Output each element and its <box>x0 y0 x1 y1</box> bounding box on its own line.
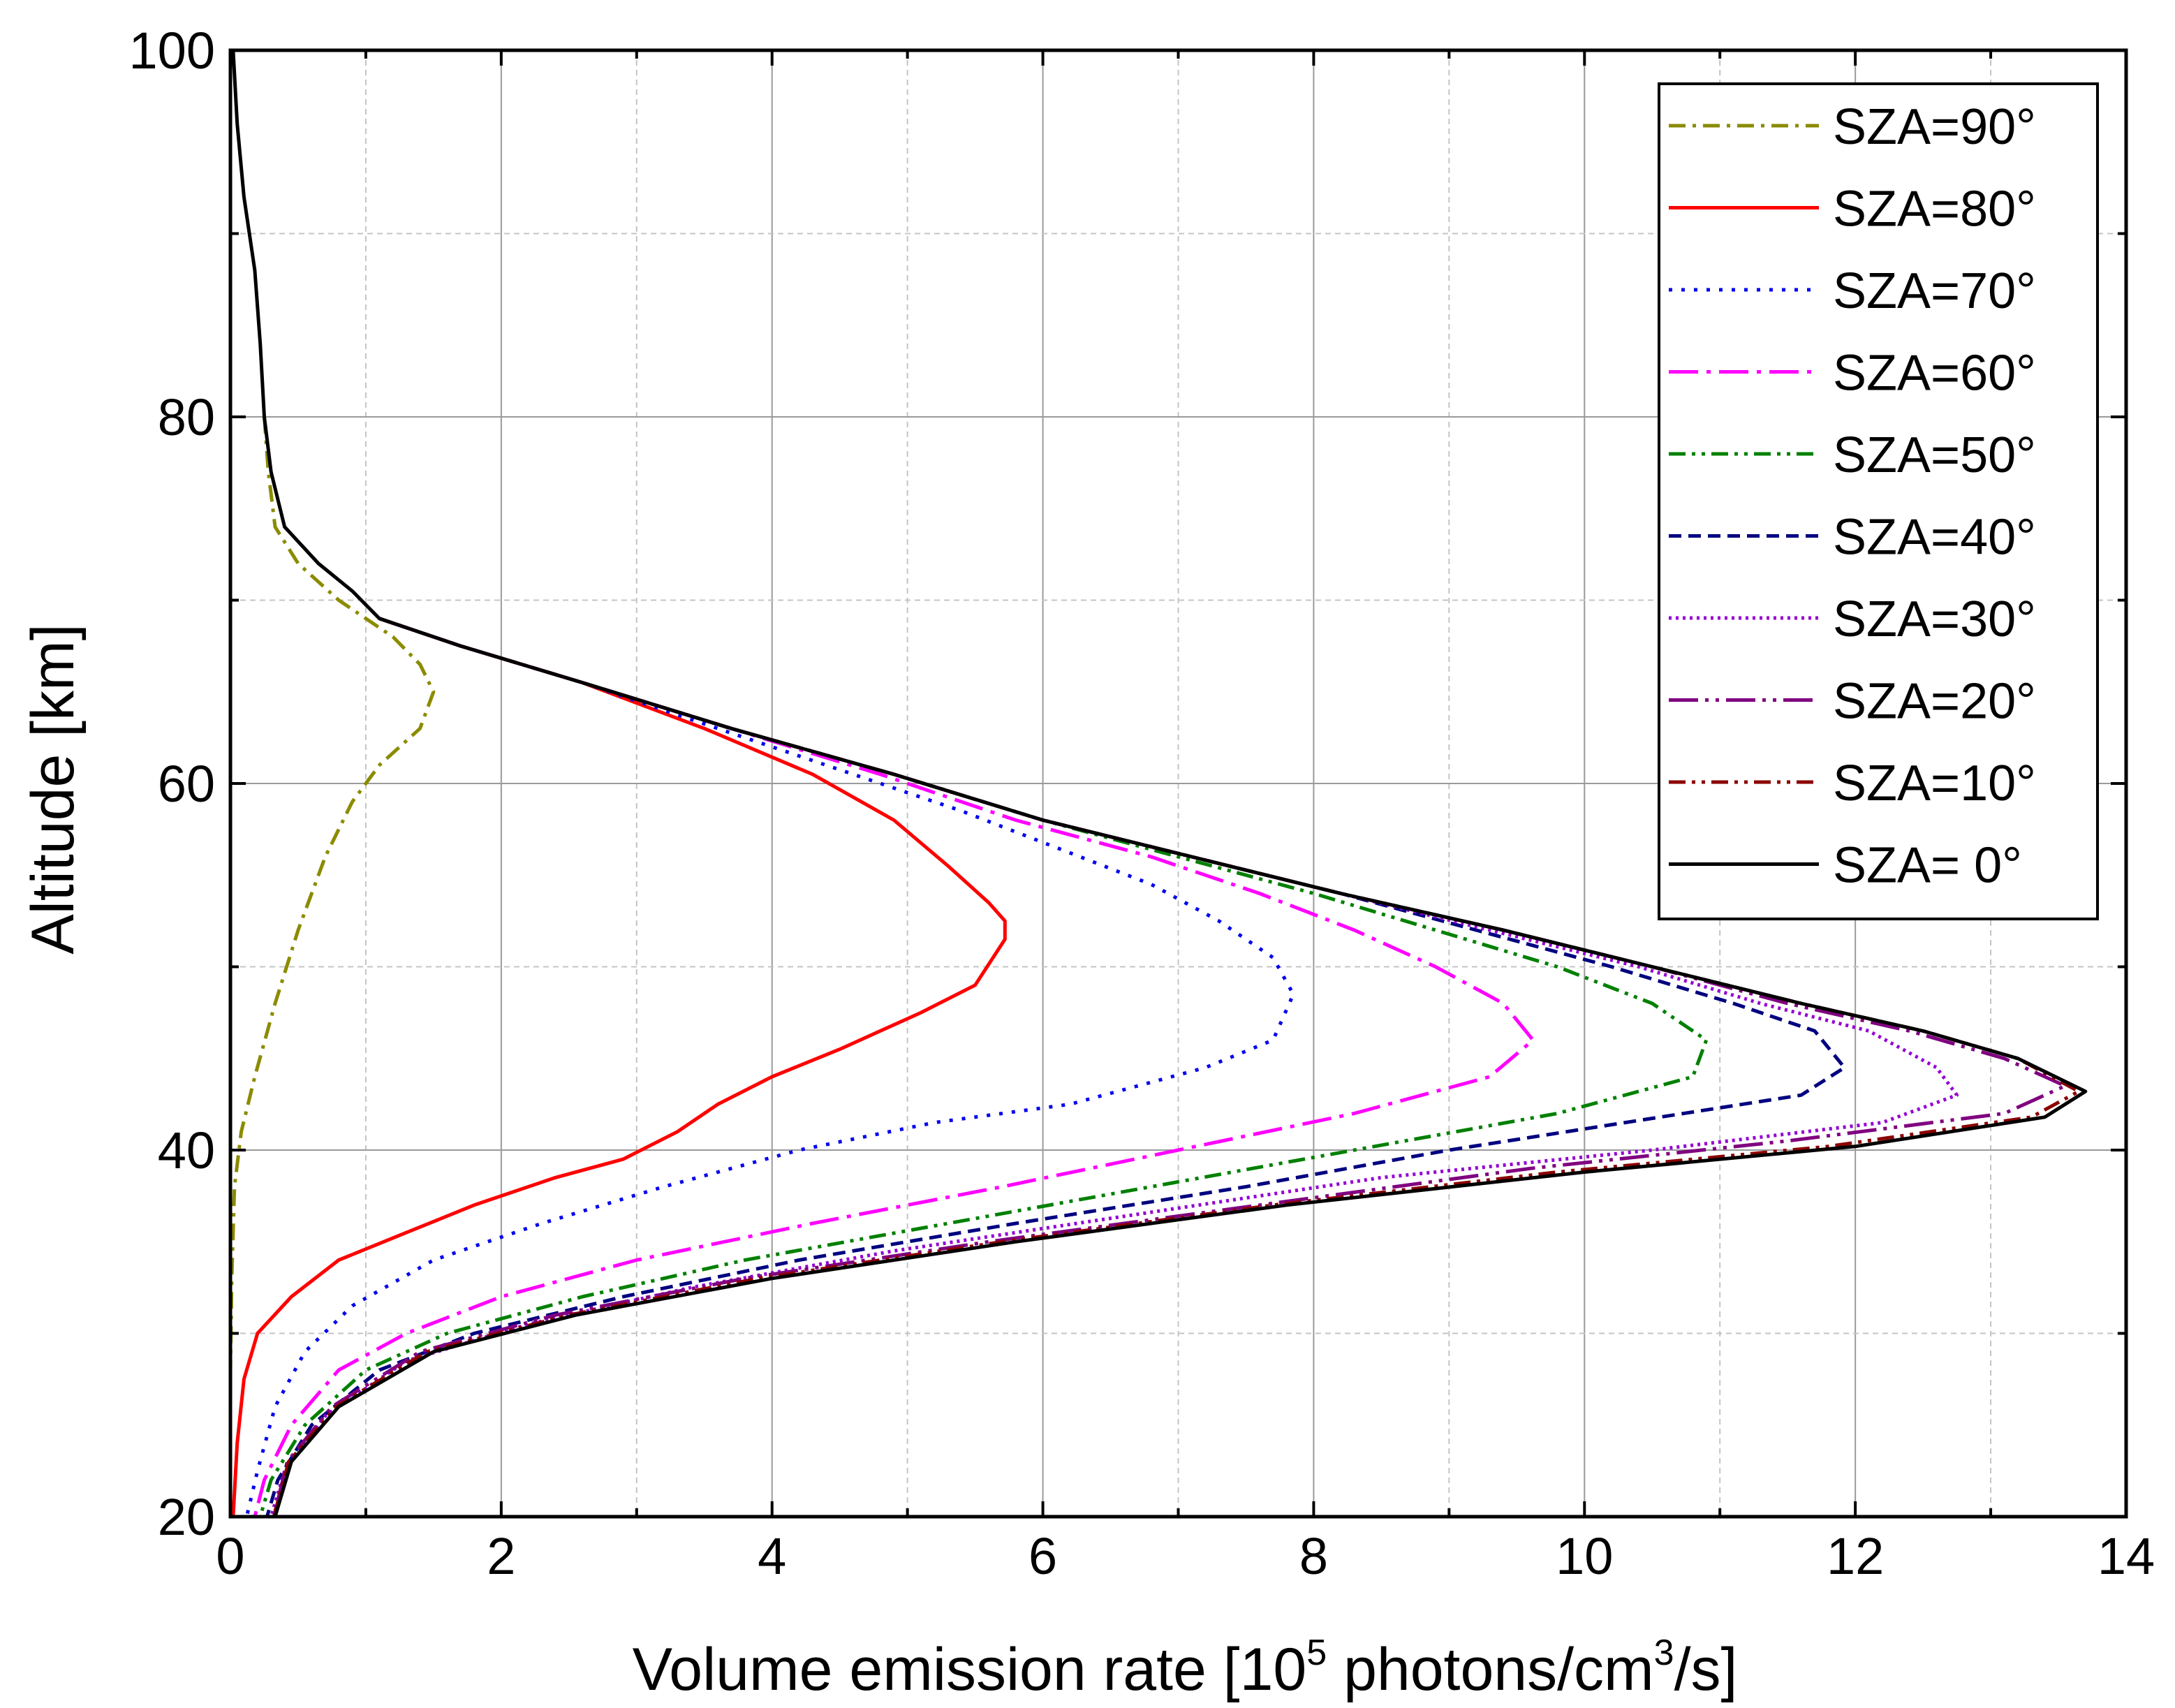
x-axis-title-post: /s] <box>1674 1636 1738 1703</box>
x-tick-label: 14 <box>2097 1527 2155 1585</box>
y-tick-label: 80 <box>158 388 215 446</box>
legend: SZA=90° SZA=80° SZA=70° SZA=60° SZA=50° SZA=4… <box>1658 82 2099 920</box>
x-tick-label: 12 <box>1827 1527 1884 1585</box>
x-tick-labels: 0 2 4 6 8 10 12 14 <box>216 1527 2155 1585</box>
x-tick-label: 8 <box>1299 1527 1328 1585</box>
x-axis-title-sup-exponent: 5 <box>1306 1633 1327 1673</box>
y-tick-label: 60 <box>158 755 215 813</box>
x-tick-label: 2 <box>487 1527 515 1585</box>
axis-ticks <box>229 49 2128 1518</box>
legend-box <box>1658 82 2099 920</box>
legend-label: SZA=70° <box>1833 263 2036 319</box>
legend-label: SZA=80° <box>1833 182 2036 237</box>
x-axis-title: Volume emission rate [105 photons/cm3/s] <box>633 1633 1738 1703</box>
legend-label: SZA=20° <box>1833 674 2036 730</box>
series-line <box>231 617 1007 1517</box>
legend-label: SZA=10° <box>1833 756 2036 811</box>
y-tick-label: 100 <box>129 22 215 80</box>
x-tick-label: 0 <box>216 1527 244 1585</box>
legend-label: SZA=90° <box>1833 99 2036 155</box>
y-axis-title: Altitude [km] <box>20 624 87 954</box>
legend-label: SZA=30° <box>1833 591 2036 647</box>
x-axis-title-mid: photons/cm <box>1327 1636 1653 1703</box>
x-tick-label: 6 <box>1028 1527 1057 1585</box>
x-axis-title-sup-power: 3 <box>1654 1633 1674 1673</box>
x-tick-label: 4 <box>758 1527 786 1585</box>
series-line <box>231 50 2088 1517</box>
x-tick-label: 10 <box>1556 1527 1613 1585</box>
series-line <box>244 617 1295 1517</box>
y-tick-label: 40 <box>158 1121 215 1179</box>
y-tick-labels: 20 40 60 80 100 <box>129 22 215 1546</box>
series-line <box>265 617 1847 1517</box>
series-lines <box>228 50 2088 1517</box>
legend-label: SZA=40° <box>1833 510 2036 566</box>
y-tick-label: 20 <box>158 1488 215 1546</box>
series-line <box>253 617 1535 1517</box>
series-line <box>228 416 436 1517</box>
legend-label: SZA= 0° <box>1833 838 2022 894</box>
x-axis-title-pre: Volume emission rate [10 <box>633 1636 1307 1703</box>
series-line <box>258 617 1709 1517</box>
legend-label: SZA=60° <box>1833 346 2036 402</box>
legend-label: SZA=50° <box>1833 427 2036 483</box>
